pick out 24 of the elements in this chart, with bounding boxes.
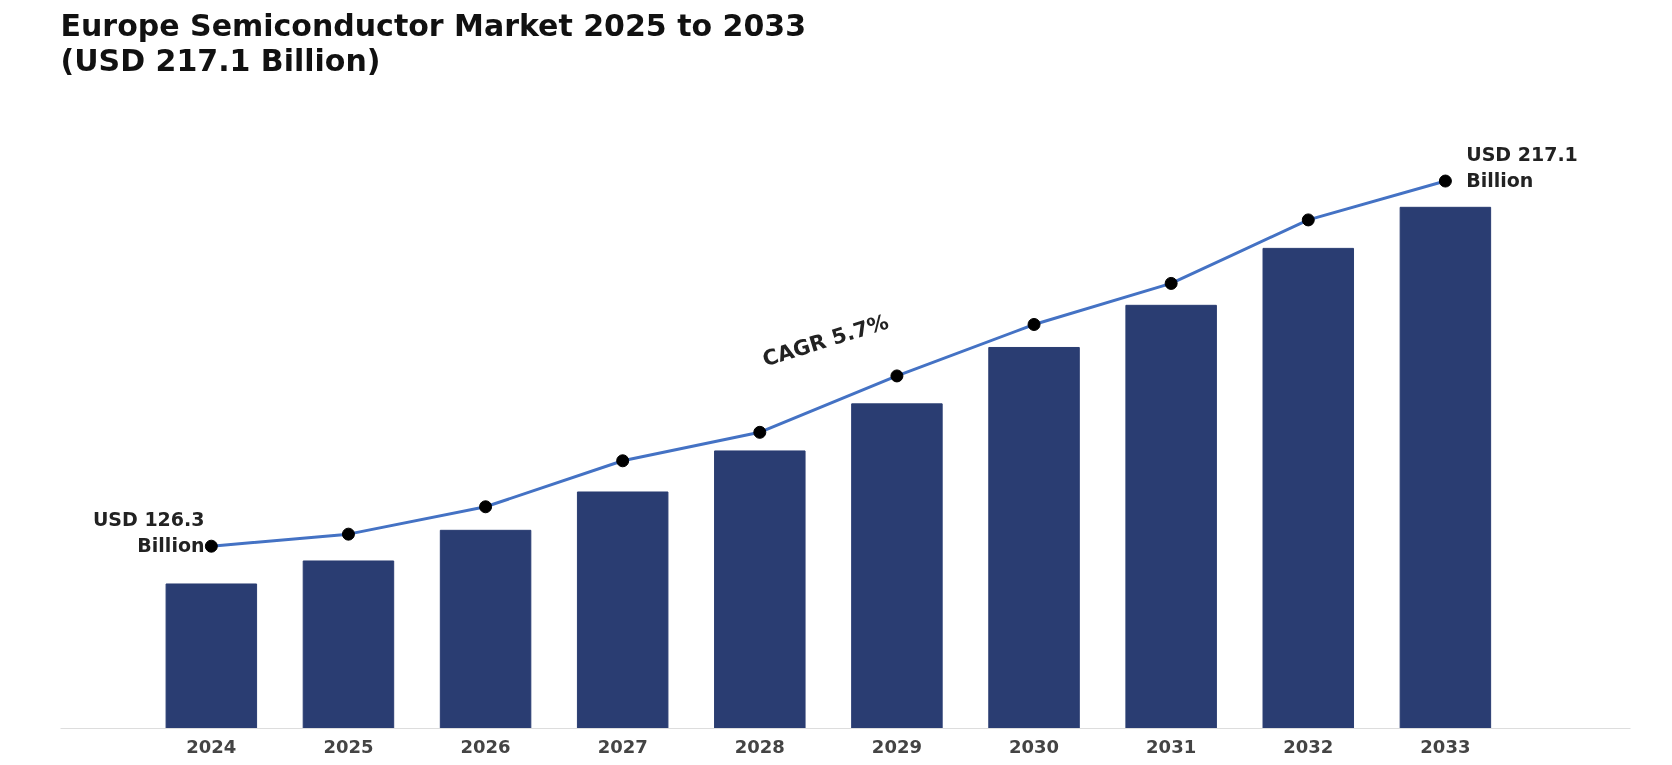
x-tick-label: 2032 xyxy=(1283,735,1334,757)
x-tick-label: 2027 xyxy=(597,735,648,757)
bar xyxy=(1125,304,1217,729)
bar xyxy=(576,491,669,729)
x-tick-label: 2025 xyxy=(323,735,374,757)
x-tick-label: 2028 xyxy=(734,735,785,757)
x-tick-label: 2030 xyxy=(1008,735,1060,757)
x-tick-label: 2026 xyxy=(460,735,511,757)
annotation: CAGR 5.7% xyxy=(759,309,892,372)
bar xyxy=(439,529,532,729)
bar xyxy=(714,450,806,729)
bar xyxy=(988,346,1080,729)
annotation: USD 126.3 Billion xyxy=(92,508,205,557)
bar xyxy=(165,583,258,729)
x-tick-label: 2024 xyxy=(186,735,237,757)
bar xyxy=(1262,247,1355,729)
bar xyxy=(1399,206,1492,729)
x-tick-label: 2033 xyxy=(1420,735,1471,757)
x-tick-label: 2029 xyxy=(871,735,922,757)
annotation: USD 217.1 Billion xyxy=(1466,142,1578,192)
bar xyxy=(851,403,943,729)
chart-title: Europe Semiconductor Market 2025 to 2033 (USD 217.1 Billion) xyxy=(60,7,807,78)
bar xyxy=(302,560,395,729)
x-tick-label: 2031 xyxy=(1146,735,1197,757)
